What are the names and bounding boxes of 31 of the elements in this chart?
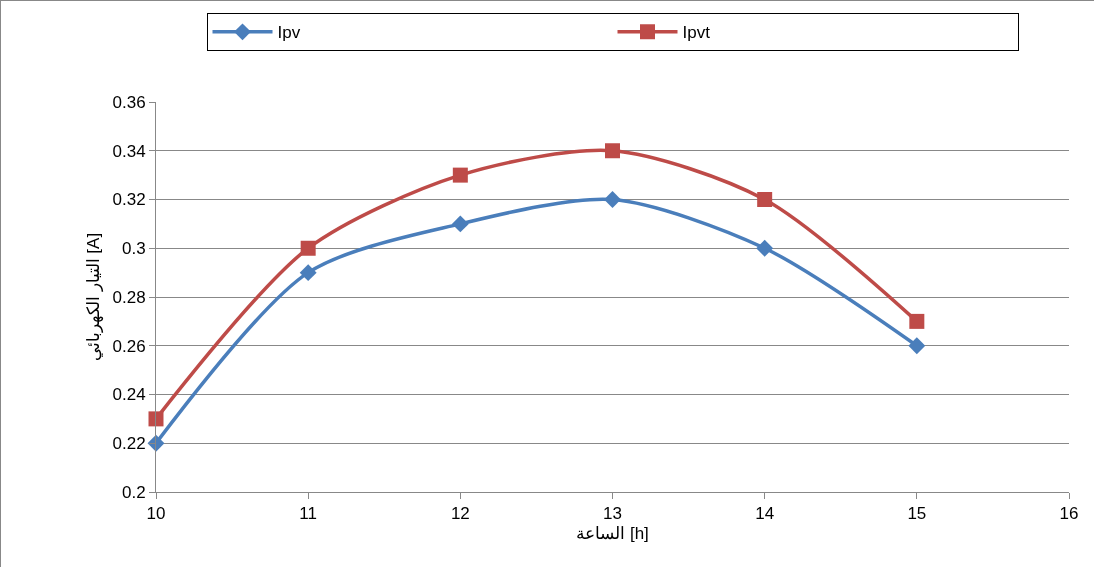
x-tick-label: 15 <box>907 504 927 524</box>
point <box>756 239 774 257</box>
y-axis-title: التيار الكهربائي [A] <box>84 232 105 362</box>
x-tick-label: 16 <box>1059 504 1079 524</box>
y-tick-label: 0.22 <box>112 434 146 454</box>
y-tick-label: 0.34 <box>112 141 146 161</box>
y-tick-label: 0.3 <box>121 239 146 259</box>
y-tick-label: 0.24 <box>112 385 146 405</box>
x-tick-label: 12 <box>450 504 470 524</box>
point <box>452 167 468 183</box>
point <box>908 337 926 355</box>
y-tick-label: 0.26 <box>112 336 146 356</box>
x-tick-label: 10 <box>146 504 166 524</box>
point <box>605 143 620 159</box>
x-tick-label: 14 <box>755 504 775 524</box>
point <box>299 264 317 282</box>
x-axis-title: الساعة [h] <box>576 523 649 543</box>
point <box>604 191 621 208</box>
y-tick-label: 0.36 <box>112 92 146 112</box>
y-tick-label: 0.2 <box>121 482 146 502</box>
x-tick-label: 13 <box>603 504 622 524</box>
point <box>909 313 925 329</box>
legend-label: Ipvt <box>682 23 711 43</box>
y-tick-label: 0.32 <box>112 190 146 210</box>
y-tick-label: 0.28 <box>112 287 146 307</box>
point <box>300 240 316 256</box>
point <box>148 411 164 427</box>
x-tick-label: 11 <box>299 504 317 524</box>
point <box>757 192 773 207</box>
legend-label: Ipv <box>277 23 301 43</box>
point <box>451 215 469 233</box>
